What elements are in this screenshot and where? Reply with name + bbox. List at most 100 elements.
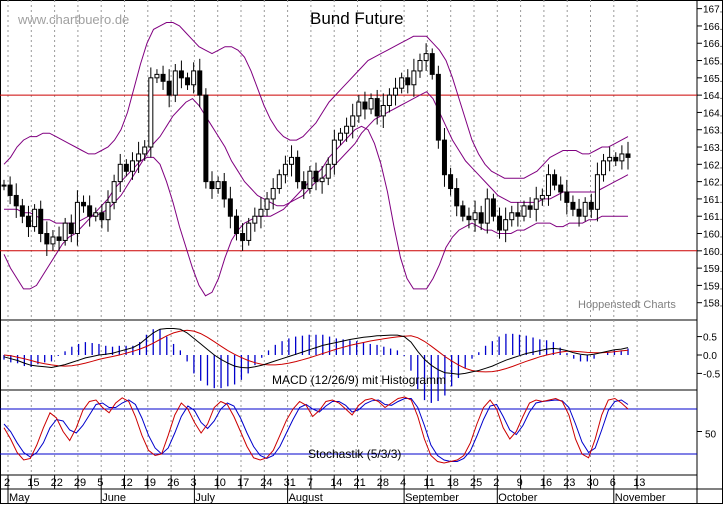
chart-title: Bund Future [310, 9, 404, 28]
month-label: July [195, 492, 215, 504]
stochastic-label: Stochastik (5/3/3) [308, 447, 401, 461]
candle-body [289, 156, 295, 165]
candle-body [13, 194, 19, 207]
y-tick-label: 162.0 [703, 178, 723, 189]
candle-body [374, 98, 380, 117]
candle-body [588, 201, 594, 210]
month-label: June [102, 492, 126, 504]
candle-body [429, 53, 435, 75]
candle-body [221, 181, 227, 200]
candle-body [50, 236, 56, 245]
candle-body [93, 212, 99, 217]
candle-body [490, 198, 496, 217]
x-tick-label: 19 [144, 477, 156, 489]
candle-body [203, 94, 209, 183]
candle-body [460, 205, 466, 217]
y-tick-label: 160.0 [703, 247, 723, 258]
candle-body [362, 101, 368, 110]
candle-body [74, 201, 80, 235]
candle-body [466, 215, 472, 221]
x-tick-label: 18 [447, 477, 459, 489]
candle-body [497, 215, 503, 231]
candle-body [105, 201, 111, 221]
candle-body [7, 184, 13, 196]
candle-body [295, 156, 301, 183]
candle-body [191, 70, 197, 86]
stochastic-k-line [3, 396, 629, 464]
x-tick-label: 24 [260, 477, 272, 489]
candle-body [313, 170, 319, 183]
candle-body [558, 184, 564, 193]
candle-body [515, 212, 521, 217]
y-tick-label: 158.5 [703, 299, 723, 310]
x-tick-label: 15 [27, 477, 39, 489]
macd-y-tick-label: 0.0 [703, 351, 717, 362]
candle-body [258, 208, 264, 217]
x-tick-label: 12 [121, 477, 133, 489]
y-tick-label: 164.5 [703, 91, 723, 102]
candle-body [448, 174, 454, 190]
candle-body [411, 70, 417, 86]
candle-body [393, 87, 399, 96]
candle-body [129, 160, 135, 172]
macd-line [3, 328, 629, 375]
candle-body [613, 156, 619, 162]
candle-body [368, 98, 374, 110]
candle-body [185, 77, 191, 86]
x-tick-label: 6 [610, 477, 616, 489]
candle-body [405, 77, 411, 86]
candle-body [582, 201, 588, 217]
y-tick-label: 159.5 [703, 264, 723, 275]
candle-body [44, 233, 50, 245]
x-tick-label: 4 [400, 477, 406, 489]
candle-body [148, 77, 154, 148]
candle-body [576, 208, 582, 217]
candle-body [87, 205, 93, 217]
candle-body [625, 153, 631, 158]
candle-body [215, 181, 221, 190]
candle-body [197, 70, 203, 96]
candle-body [68, 222, 74, 235]
y-tick-label: 159.0 [703, 281, 723, 292]
candle-body [570, 201, 576, 210]
candle-body [423, 53, 429, 62]
candle-body [564, 191, 570, 203]
macd-signal-line [3, 329, 629, 373]
y-tick-label: 160.5 [703, 230, 723, 241]
axes-labels: 2 15 22 29 5 12 19 26 3 10 17 24 31 7 14 21 28 4 11 18 25 2 9 1… [4, 5, 723, 504]
month-label: September [405, 492, 459, 504]
watermark: www.chartbuero.de [17, 12, 129, 27]
candle-body [19, 205, 25, 217]
y-tick-label: 165.5 [703, 57, 723, 68]
candle-body [301, 181, 307, 190]
candle-body [337, 132, 343, 141]
x-tick-label: 10 [214, 477, 226, 489]
bollinger-lower [3, 125, 628, 297]
candle-body [607, 156, 613, 162]
stochastic-d-line [3, 398, 629, 462]
x-tick-label: 29 [74, 477, 86, 489]
y-tick-label: 161.0 [703, 212, 723, 223]
x-tick-label: 21 [354, 477, 366, 489]
x-tick-label: 11 [423, 477, 434, 489]
candle-body [594, 174, 600, 210]
macd-label: MACD (12/26/9) mit Histogramm [272, 373, 446, 387]
stochastic-panel [0, 396, 697, 464]
stoch-y-tick-label: 50 [705, 430, 717, 441]
x-tick-label: 31 [284, 477, 296, 489]
candle-body [435, 73, 441, 141]
candle-body [307, 170, 313, 190]
candle-body [123, 163, 129, 172]
x-tick-label: 30 [587, 477, 599, 489]
candle-body [619, 153, 625, 162]
candle-body [62, 222, 68, 241]
candle-body [344, 125, 350, 134]
candle-body [117, 163, 123, 183]
month-label: October [498, 492, 537, 504]
candle-body [484, 198, 490, 224]
y-tick-label: 163.0 [703, 143, 723, 154]
macd-y-tick-label: -0.5 [703, 369, 721, 380]
x-tick-label: 5 [97, 477, 103, 489]
